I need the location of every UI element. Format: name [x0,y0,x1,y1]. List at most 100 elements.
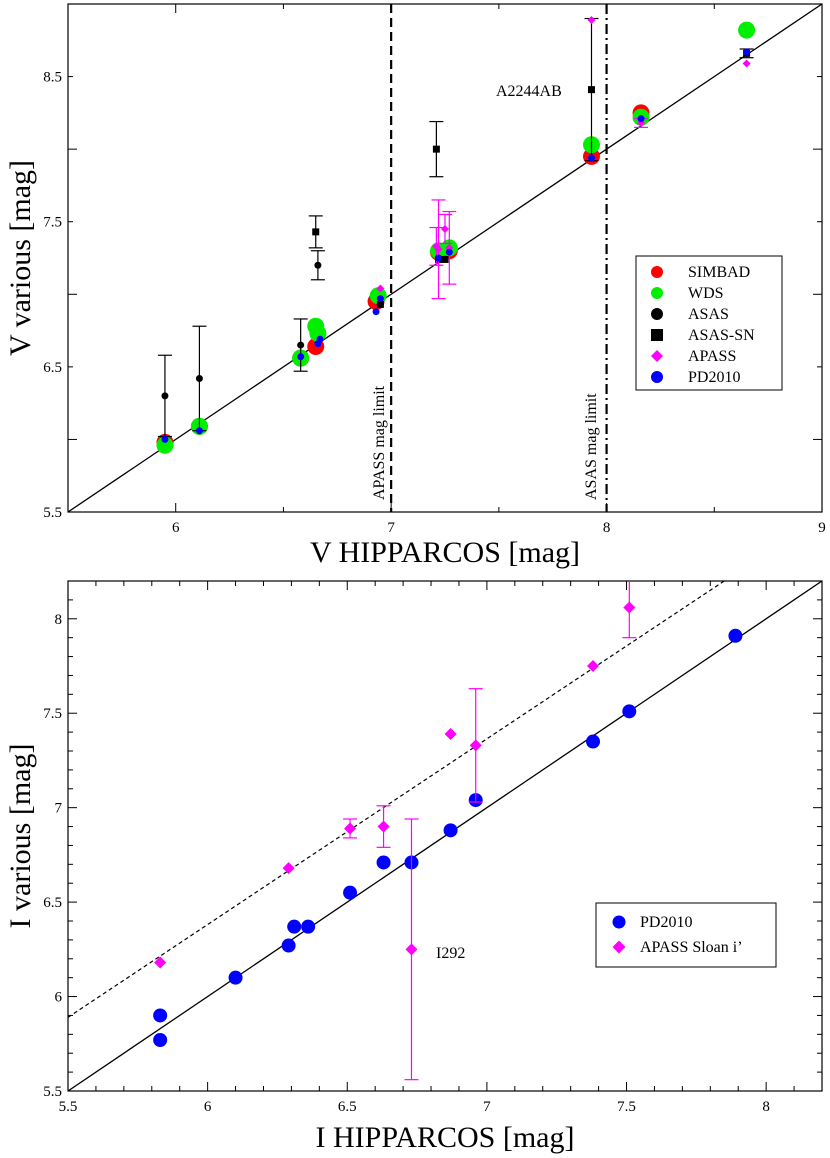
point-pd2010 [435,254,443,262]
legend-label-asas: ASAS [688,306,729,323]
series-simbad [156,104,650,451]
point-pd2010 [372,308,380,316]
legend-marker-apass [651,350,663,362]
point-pd2010 [153,1008,168,1023]
legend-label-pd2010: PD2010 [640,914,692,931]
x-tick-label: 9 [818,520,826,536]
x-tick-label: 6 [204,1099,212,1115]
annotation-i292: I292 [436,945,465,962]
point-pd2010 [343,885,358,900]
legend-label-apass-sloan-i: APASS Sloan i’ [640,939,743,956]
legend-label-apass: APASS [688,348,736,365]
point-apass [441,224,449,233]
point-pd2010 [743,48,751,56]
y-tick-label: 8 [55,612,63,628]
point-pd2010 [376,295,384,303]
y-tick-label: 6.5 [43,360,62,376]
series-pd2010 [161,48,751,443]
plot-frame-top [67,3,823,513]
x-axis-label-top: V HIPPARCOS [mag] [310,536,580,569]
point-pd2010 [301,919,316,934]
point-pd2010 [281,938,296,953]
point-pd2010 [728,628,743,643]
point-apass-sloan-i [377,820,390,833]
legend-marker-wds [651,287,663,299]
legend-bottom: PD2010 APASS Sloan i’ [595,902,777,968]
y-axis-label-top: V various [mag] [4,160,37,356]
x-tick-label: 8 [762,1099,770,1115]
point-asas [297,341,305,349]
legend-marker-asas [651,308,663,320]
x-tick-label: 8 [603,520,611,536]
panel-v-magnitudes: 6 7 8 9 5.5 6.5 7.5 8.5 APASS mag limit ASAS ma… [4,3,826,569]
series-asas [157,250,325,438]
y-axis-label-bottom: I various [mag] [4,744,37,929]
legend-box-top [635,255,783,391]
y-tick-label: 6.5 [43,895,62,911]
point-apass-sloan-i [154,956,167,969]
point-pd2010 [287,919,302,934]
legend-marker-simbad [651,266,663,278]
y-tick-label: 7 [55,801,63,817]
point-wds [156,436,174,454]
legend-marker-apass-sloan-i [612,940,626,954]
x-tick-label: 7 [387,520,395,536]
point-asas-sn [441,255,449,263]
annotation-a2244ab: A2244AB [496,83,562,100]
point-wds [738,21,756,39]
point-pd2010 [153,1033,168,1047]
point-pd2010 [586,734,601,749]
point-asas [314,261,322,269]
point-pd2010 [195,427,203,435]
legend-top: SIMBAD WDS ASAS ASAS-SN APASS PD2010 [635,255,783,391]
point-asas-sn [587,86,595,94]
point-pd2010 [443,823,458,838]
series-apass [376,15,751,300]
y-tick-label: 5.5 [43,505,62,521]
y-tick-label: 5.5 [43,1084,62,1100]
point-pd2010 [622,704,637,719]
legend-label-pd2010: PD2010 [688,369,740,386]
x-tick-label: 7.5 [617,1099,636,1115]
point-apass-sloan-i [469,739,482,752]
point-apass-sloan-i [344,822,357,835]
x-tick-label: 5.5 [59,1099,78,1115]
point-apass-sloan-i [623,601,636,614]
point-apass [587,15,596,24]
legend-label-asas-sn: ASAS-SN [688,327,755,344]
offset-dashed-line [68,581,725,1018]
x-axis-label-bottom: I HIPPARCOS [mag] [316,1121,575,1154]
legend-marker-pd2010 [612,915,626,929]
legend-label-wds: WDS [688,285,724,302]
legend-marker-asas-sn [651,329,663,341]
point-asas-sn [432,145,440,153]
point-apass-sloan-i [405,943,418,956]
legend-label-simbad: SIMBAD [688,264,750,281]
x-tick-label: 7 [483,1099,491,1115]
legend-marker-pd2010 [651,371,663,383]
point-pd2010 [637,115,645,123]
point-asas-sn [376,300,384,308]
plot-frame-bottom [67,580,823,1092]
vline-label-asas: ASAS mag limit [583,393,600,500]
point-pd2010 [228,970,243,985]
point-apass [742,59,751,68]
vline-label-apass: APASS mag limit [371,385,388,500]
panel-i-magnitudes: 5.5 6 6.5 7 7.5 8 5.5 6 6.5 7 7.5 8 I292 I HIPPARCO… [4,580,823,1154]
legend-box-bottom [595,902,777,968]
point-asas [195,374,203,382]
point-apass [434,245,443,254]
point-apass-sloan-i [282,862,295,875]
one-to-one-line [68,581,822,1091]
y-tick-label: 7.5 [43,215,62,231]
series-apass-sloan-i [154,581,637,1081]
y-tick-label: 6 [55,990,63,1006]
point-apass-sloan-i [444,728,457,740]
x-tick-label: 6.5 [338,1099,357,1115]
point-pd2010 [376,855,391,870]
point-pd2010 [316,335,324,343]
point-apass [376,284,385,293]
point-pd2010 [161,435,169,443]
point-pd2010 [587,154,595,162]
